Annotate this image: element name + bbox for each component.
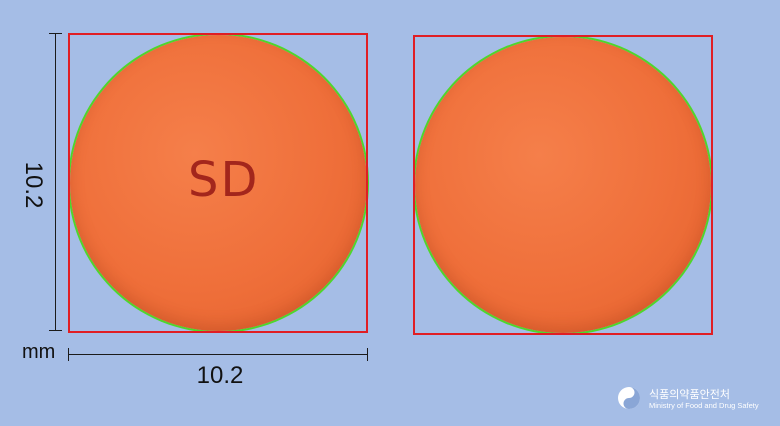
width-dimension-left-cap — [68, 348, 69, 361]
width-dimension-line — [68, 354, 368, 355]
watermark-korean: 식품의약품안전처 — [649, 389, 730, 401]
pill-imprint: SD — [188, 152, 260, 208]
width-dimension-right-cap — [367, 348, 368, 361]
height-dimension-top-cap — [49, 33, 62, 34]
height-dimension-line — [55, 33, 56, 331]
pill-front-image — [70, 35, 367, 331]
back-bounding-box — [413, 35, 713, 335]
width-label: 10.2 — [196, 362, 244, 389]
height-label: 10.2 — [20, 161, 47, 209]
unit-label: mm — [22, 341, 56, 363]
watermark-english: Ministry of Food and Drug Safety — [649, 401, 759, 410]
pill-back-image — [415, 37, 711, 333]
height-dimension-bottom-cap — [49, 330, 62, 331]
front-bounding-box — [68, 33, 368, 333]
taegeuk-logo-icon — [618, 387, 640, 409]
